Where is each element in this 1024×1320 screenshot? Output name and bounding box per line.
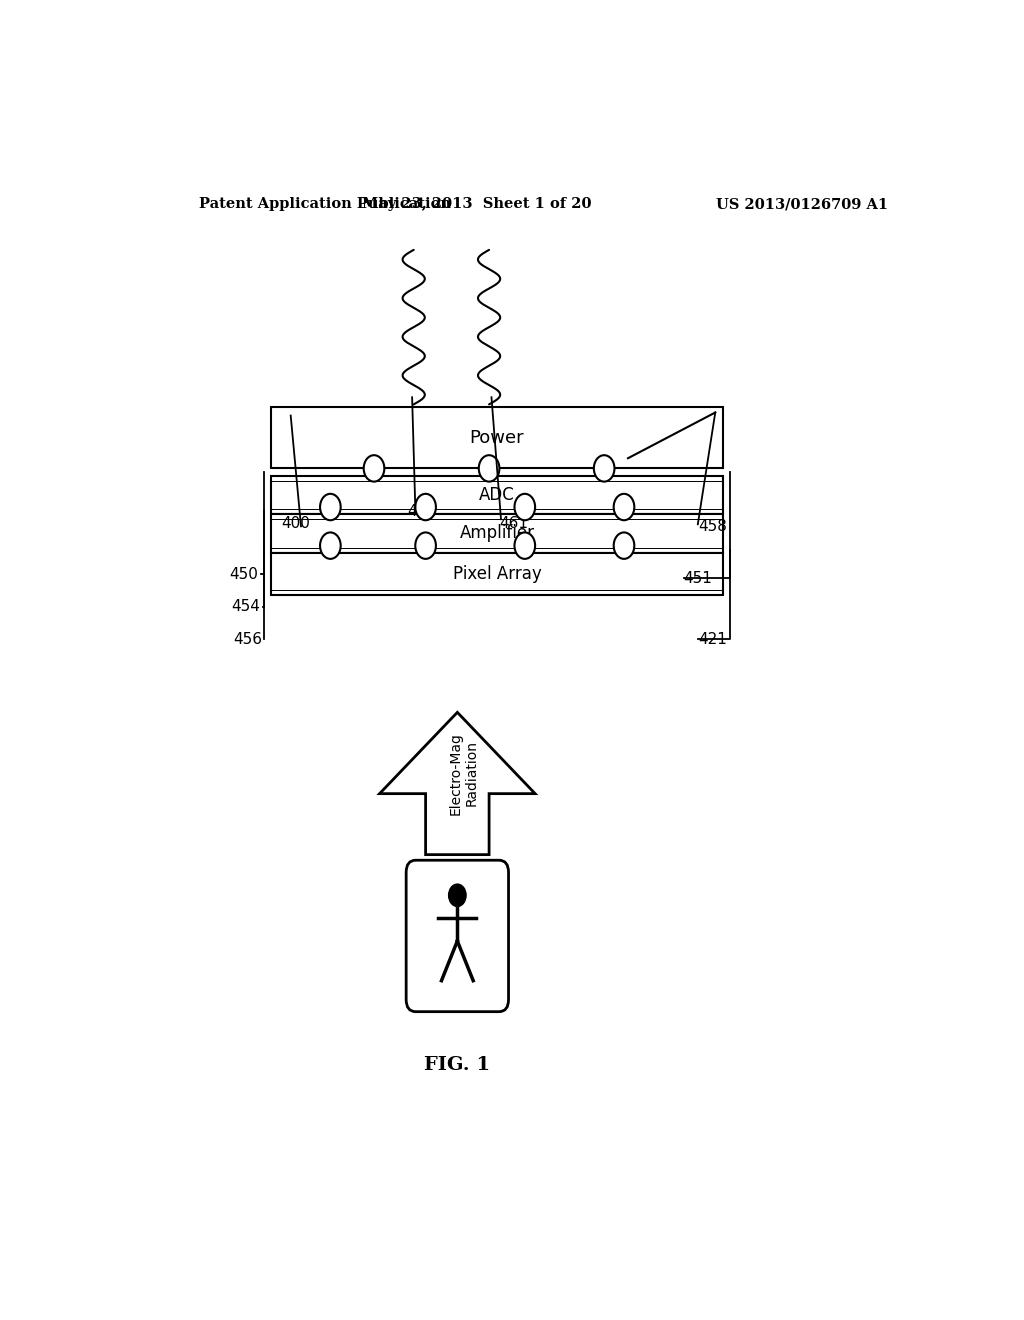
Text: Amplifier: Amplifier (460, 524, 535, 543)
Bar (270, 515, 723, 553)
Circle shape (449, 884, 466, 907)
Text: Pixel Array: Pixel Array (453, 565, 542, 583)
Text: 461: 461 (408, 504, 436, 519)
Circle shape (416, 494, 436, 520)
Bar (270, 408, 723, 469)
Text: 421: 421 (697, 632, 727, 647)
Text: 450: 450 (229, 566, 258, 582)
Polygon shape (380, 713, 536, 854)
Circle shape (613, 532, 634, 558)
Circle shape (514, 494, 536, 520)
Text: 461: 461 (500, 516, 528, 531)
Text: May 23, 2013  Sheet 1 of 20: May 23, 2013 Sheet 1 of 20 (362, 197, 592, 211)
Text: Electro-Mag
Radiation: Electro-Mag Radiation (449, 731, 479, 814)
Text: 451: 451 (684, 570, 713, 586)
Circle shape (321, 532, 341, 558)
Text: Patent Application Publication: Patent Application Publication (200, 197, 452, 211)
Circle shape (514, 532, 536, 558)
Circle shape (364, 455, 384, 482)
Text: ADC: ADC (479, 486, 515, 504)
Text: 400: 400 (282, 516, 310, 531)
Circle shape (321, 494, 341, 520)
FancyBboxPatch shape (407, 861, 509, 1011)
Text: 458: 458 (697, 519, 727, 533)
Circle shape (479, 455, 500, 482)
Text: Power: Power (470, 429, 524, 447)
Circle shape (594, 455, 614, 482)
Circle shape (416, 532, 436, 558)
Text: FIG. 1: FIG. 1 (424, 1056, 490, 1074)
Bar (270, 475, 723, 515)
Bar (270, 553, 723, 595)
Text: US 2013/0126709 A1: US 2013/0126709 A1 (717, 197, 889, 211)
Text: 454: 454 (231, 599, 260, 614)
Text: 456: 456 (233, 632, 262, 647)
Circle shape (613, 494, 634, 520)
